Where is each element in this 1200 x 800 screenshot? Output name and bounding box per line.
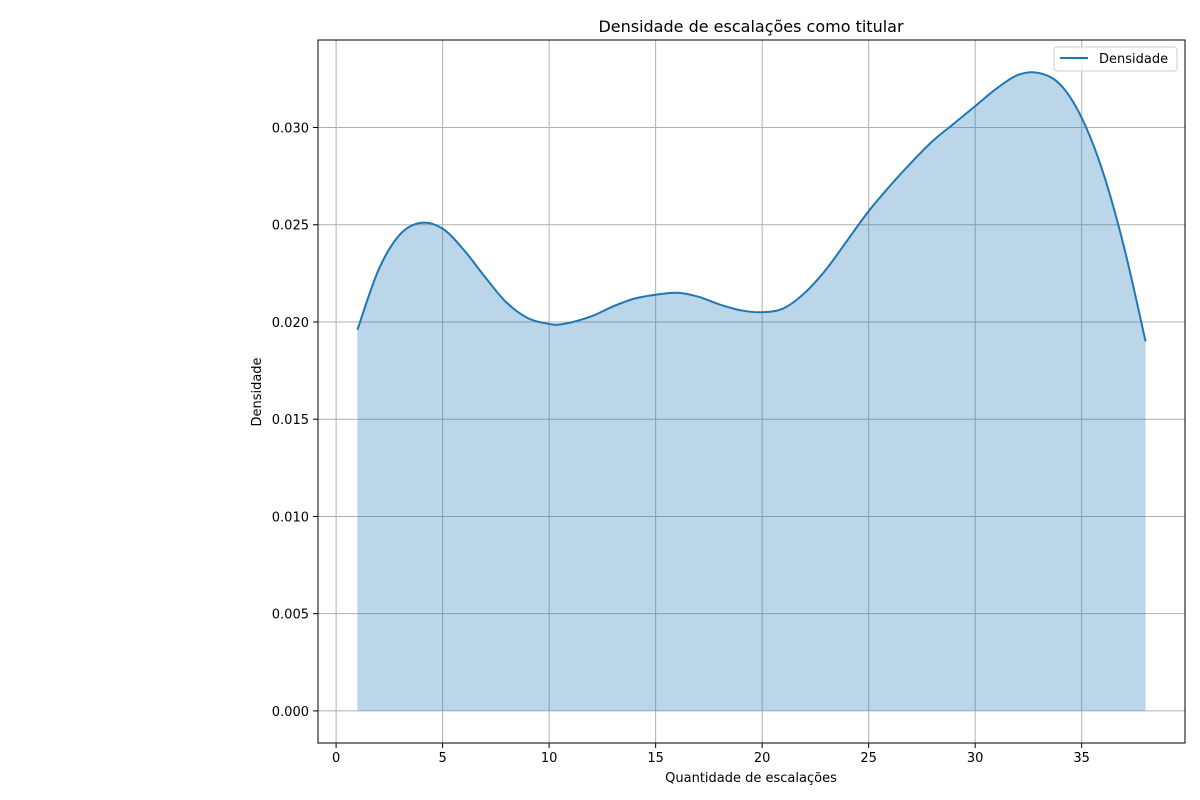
density-area-layer (356, 71, 1147, 711)
y-tick-label: 0.000 (272, 705, 309, 720)
legend-box (1053, 46, 1178, 72)
plot-frame (317, 39, 1186, 744)
x-tick-label: 30 (967, 751, 984, 766)
y-tick-label: 0.015 (272, 413, 309, 428)
y-tick-label: 0.010 (272, 510, 309, 525)
x-tick-label: 5 (438, 751, 446, 766)
x-tick-label: 35 (1073, 751, 1090, 766)
density-area-fill (357, 72, 1146, 711)
x-tick-label: 20 (754, 751, 771, 766)
x-tick-label: 25 (860, 751, 877, 766)
chart-title: Densidade de escalações como titular (598, 17, 904, 36)
x-axis-ticks: 0 5 10 15 20 25 30 35 (332, 743, 1090, 766)
x-tick-label: 10 (541, 751, 558, 766)
y-tick-label: 0.005 (272, 608, 309, 623)
grid-lines (318, 40, 1185, 743)
legend: Densidade (1053, 46, 1178, 72)
legend-label: Densidade (1099, 52, 1168, 67)
y-tick-label: 0.025 (272, 219, 309, 234)
x-tick-label: 0 (332, 751, 340, 766)
y-tick-label: 0.030 (272, 122, 309, 137)
x-tick-label: 15 (647, 751, 664, 766)
y-tick-label: 0.020 (272, 316, 309, 331)
y-axis-label: Densidade (250, 357, 265, 426)
x-axis-label: Quantidade de escalações (665, 771, 837, 786)
y-axis-ticks: 0.000 0.005 0.010 0.015 0.020 0.025 0.030 (272, 122, 318, 720)
density-line (356, 71, 1147, 342)
